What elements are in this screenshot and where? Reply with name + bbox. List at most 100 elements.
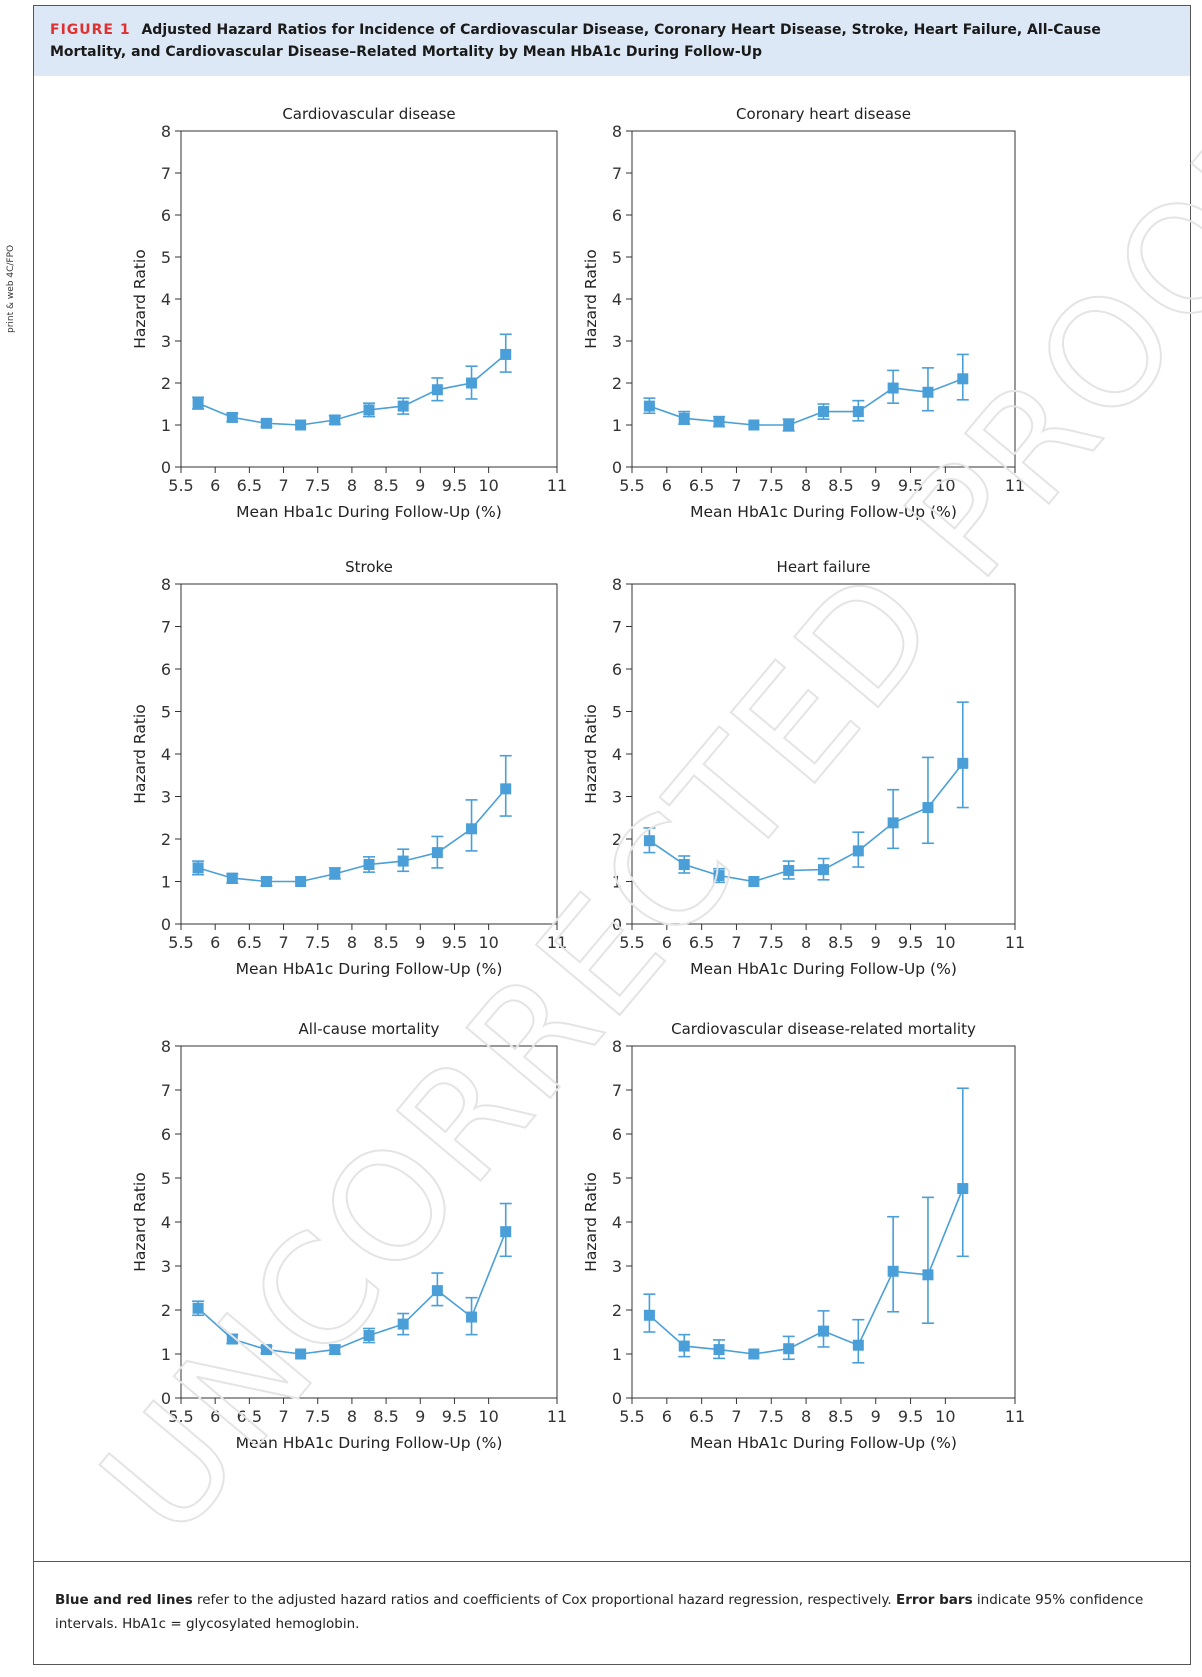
print-note-text: print & web 4C/FPO <box>6 244 16 333</box>
chart-5: All-cause mortality 0 1 2 3 4 5 6 7 8 5.5 6 6.5 7 7.5 8… <box>131 1020 567 1452</box>
y-tick-label: 7 <box>612 1081 622 1100</box>
data-point <box>431 847 443 859</box>
x-tick-label: 7 <box>278 933 288 952</box>
data-point <box>957 757 969 769</box>
x-tick-label: 10 <box>935 476 955 495</box>
data-point <box>260 417 272 429</box>
data-point <box>363 404 375 416</box>
x-tick-label: 7.5 <box>759 1407 784 1426</box>
data-point <box>295 1348 307 1360</box>
y-tick-label: 8 <box>612 575 622 594</box>
data-point <box>957 1183 969 1195</box>
y-tick-label: 1 <box>612 1345 622 1364</box>
y-axis-label: Hazard Ratio <box>131 1172 149 1271</box>
figure-frame: FIGURE 1 Adjusted Hazard Ratios for Inci… <box>33 5 1191 1665</box>
data-point <box>363 1330 375 1342</box>
y-axis-label: Hazard Ratio <box>582 249 600 348</box>
y-tick-label: 7 <box>612 618 622 637</box>
x-tick-label: 9.5 <box>442 476 467 495</box>
series-line <box>648 1188 964 1355</box>
data-point <box>329 868 341 880</box>
plot-frame <box>180 1045 558 1399</box>
y-tick-label: 5 <box>612 248 622 267</box>
y-tick-label: 5 <box>612 1169 622 1188</box>
y-tick-label: 2 <box>161 830 171 849</box>
data-point <box>226 1333 238 1345</box>
y-tick-label: 4 <box>161 745 171 764</box>
x-tick-label: 8.5 <box>828 476 853 495</box>
y-tick-label: 2 <box>161 374 171 393</box>
data-point <box>397 855 409 867</box>
x-tick-label: 9.5 <box>442 933 467 952</box>
y-tick-label: 4 <box>161 290 171 309</box>
chart-title: Coronary heart disease <box>736 105 911 123</box>
x-tick-label: 5.5 <box>168 1407 193 1426</box>
caption-text-2: indicate 95% confidence intervals. HbA1c… <box>55 1592 1144 1632</box>
chart-title: Stroke <box>345 558 393 576</box>
y-tick-label: 8 <box>161 1037 171 1056</box>
data-point <box>226 872 238 884</box>
y-tick-label: 1 <box>161 1345 171 1364</box>
y-tick-label: 8 <box>161 575 171 594</box>
y-tick-label: 6 <box>612 660 622 679</box>
data-point <box>818 864 829 876</box>
data-point <box>887 382 899 394</box>
y-tick-label: 1 <box>612 416 622 435</box>
y-axis-label: Hazard Ratio <box>582 704 600 803</box>
y-tick-label: 3 <box>161 332 171 351</box>
data-point <box>887 1265 899 1277</box>
x-tick-label: 7 <box>731 476 741 495</box>
y-tick-label: 3 <box>161 1257 171 1276</box>
data-point <box>852 1339 864 1351</box>
caption-bold-2: Error bars <box>895 1592 973 1608</box>
x-tick-label: 7.5 <box>759 476 784 495</box>
x-tick-label: 11 <box>1005 933 1025 952</box>
x-tick-label: 8.5 <box>828 933 853 952</box>
data-point <box>748 876 760 887</box>
series-line <box>197 353 507 426</box>
data-point <box>818 1325 829 1337</box>
y-tick-label: 4 <box>612 290 622 309</box>
y-tick-label: 0 <box>161 1389 171 1408</box>
data-point <box>748 1348 760 1360</box>
x-tick-label: 10 <box>478 476 498 495</box>
data-point <box>431 1285 443 1297</box>
y-tick-label: 8 <box>612 1037 622 1056</box>
x-tick-label: 6.5 <box>689 1407 714 1426</box>
x-tick-label: 9.5 <box>442 1407 467 1426</box>
x-tick-label: 8 <box>347 1407 357 1426</box>
series-line <box>197 788 507 883</box>
data-point <box>643 835 655 847</box>
data-point <box>192 862 204 874</box>
data-point <box>748 419 760 431</box>
data-point <box>922 386 934 398</box>
footer-divider <box>34 1561 1190 1562</box>
x-tick-label: 7.5 <box>305 476 330 495</box>
x-tick-label: 7.5 <box>305 1407 330 1426</box>
y-tick-label: 8 <box>612 122 622 141</box>
data-point <box>783 864 795 876</box>
data-point <box>957 373 969 385</box>
data-point <box>192 397 204 409</box>
x-tick-label: 11 <box>1005 476 1025 495</box>
data-point <box>329 414 341 426</box>
data-point <box>678 412 690 424</box>
y-tick-label: 2 <box>612 830 622 849</box>
y-tick-label: 4 <box>612 745 622 764</box>
y-tick-label: 5 <box>161 1169 171 1188</box>
x-tick-label: 8 <box>801 476 811 495</box>
data-point <box>922 802 934 814</box>
chart-title: Heart failure <box>777 558 871 576</box>
x-tick-label: 11 <box>547 1407 567 1426</box>
data-point <box>466 1311 478 1323</box>
x-tick-label: 10 <box>478 933 498 952</box>
y-tick-label: 6 <box>612 1125 622 1144</box>
figure-title: Adjusted Hazard Ratios for Incidence of … <box>50 22 1101 60</box>
caption-text-1: refer to the adjusted hazard ratios and … <box>192 1592 896 1608</box>
y-tick-label: 5 <box>161 703 171 722</box>
caption-bold-1: Blue and red lines <box>55 1592 193 1608</box>
y-tick-label: 4 <box>161 1213 171 1232</box>
x-tick-label: 8 <box>347 476 357 495</box>
x-tick-label: 7 <box>731 1407 741 1426</box>
